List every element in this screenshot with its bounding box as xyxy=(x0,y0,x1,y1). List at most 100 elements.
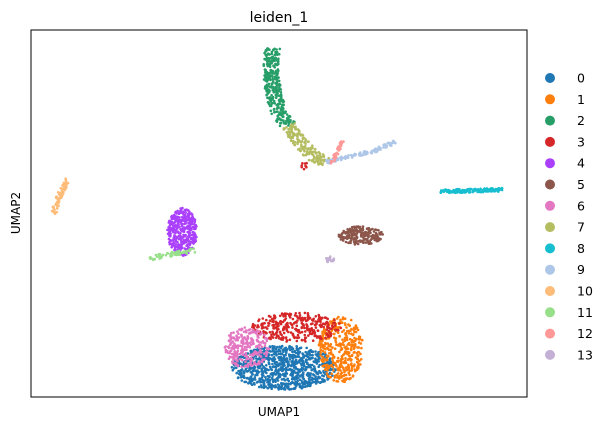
cluster-1-point xyxy=(323,329,327,333)
cluster-9-point xyxy=(326,161,329,165)
cluster-5-point xyxy=(337,233,341,237)
cluster-7-point xyxy=(288,127,292,131)
cluster-0-point xyxy=(284,383,287,386)
cluster-1-point xyxy=(346,329,350,333)
cluster-8-point xyxy=(486,188,490,192)
cluster-2-point xyxy=(274,69,278,73)
cluster-1-point xyxy=(339,363,343,366)
cluster-3-point xyxy=(301,162,304,165)
cluster-7-point xyxy=(313,147,317,151)
cluster-1-point xyxy=(321,330,324,334)
cluster-0-point xyxy=(288,345,291,349)
cluster-0-point xyxy=(253,383,256,386)
cluster-2-point xyxy=(263,57,266,61)
cluster-6-point xyxy=(233,352,236,355)
cluster-2-point xyxy=(267,101,271,104)
cluster-1-point xyxy=(345,336,349,340)
cluster-1-point xyxy=(348,324,351,327)
cluster-3-point xyxy=(323,322,327,326)
cluster-1-point xyxy=(321,349,325,353)
cluster-6-point xyxy=(249,337,253,340)
cluster-3-point xyxy=(307,334,310,337)
cluster-0-point xyxy=(317,365,321,369)
cluster-2-point xyxy=(280,113,284,117)
cluster-1-point xyxy=(352,328,356,331)
cluster-5-point xyxy=(340,235,343,239)
cluster-2-point xyxy=(273,90,277,93)
cluster-4-point xyxy=(182,230,186,233)
cluster-3-point xyxy=(279,320,282,323)
cluster-10-point xyxy=(57,191,61,195)
cluster-6-point xyxy=(238,357,242,361)
cluster-0-point xyxy=(288,358,292,361)
cluster-0-point xyxy=(251,367,254,370)
cluster-5-point xyxy=(377,229,380,232)
cluster-10-point xyxy=(57,204,60,207)
cluster-6-point xyxy=(246,365,250,368)
cluster-6-point xyxy=(237,336,241,339)
cluster-3-point xyxy=(288,338,292,342)
x-axis-label: UMAP1 xyxy=(258,405,300,419)
cluster-4-point xyxy=(182,233,185,237)
cluster-11-point xyxy=(150,257,153,260)
cluster-2-point xyxy=(288,114,291,118)
cluster-3-point xyxy=(282,325,286,329)
cluster-7-point xyxy=(296,148,300,151)
cluster-10-point xyxy=(64,182,67,186)
cluster-9-point xyxy=(346,156,350,159)
cluster-6-point xyxy=(234,362,238,365)
cluster-8-point xyxy=(480,190,484,193)
cluster-0-point xyxy=(314,375,318,378)
cluster-0-point xyxy=(316,376,320,380)
cluster-1-point xyxy=(333,347,337,351)
cluster-0-point xyxy=(311,350,314,353)
cluster-3-point xyxy=(338,322,341,325)
cluster-0-point xyxy=(304,358,308,362)
cluster-6-point xyxy=(240,335,243,338)
cluster-12-point xyxy=(336,152,340,156)
cluster-2-point xyxy=(266,64,270,68)
cluster-5-point xyxy=(359,228,363,232)
cluster-4-point xyxy=(188,227,192,231)
cluster-4-point xyxy=(168,219,171,223)
cluster-4-point xyxy=(191,222,194,225)
cluster-0-point xyxy=(250,349,253,353)
cluster-5-point xyxy=(367,242,371,245)
cluster-6-point xyxy=(240,340,243,343)
cluster-1-point xyxy=(326,368,329,372)
cluster-1-point xyxy=(329,376,333,379)
cluster-1-point xyxy=(345,334,348,337)
cluster-0-point xyxy=(300,385,303,389)
cluster-6-point xyxy=(233,346,236,349)
cluster-4-point xyxy=(177,223,180,227)
cluster-4-point xyxy=(170,216,174,219)
cluster-3-point xyxy=(308,316,312,320)
cluster-0-point xyxy=(268,375,271,379)
cluster-0-point xyxy=(297,352,301,355)
cluster-1-point xyxy=(359,358,363,361)
cluster-0-point xyxy=(297,355,301,359)
cluster-0-point xyxy=(302,377,305,380)
cluster-3-point xyxy=(322,325,326,329)
cluster-6-point xyxy=(243,365,246,368)
cluster-1-point xyxy=(343,317,347,321)
cluster-4-point xyxy=(177,243,180,246)
cluster-3-point xyxy=(291,326,294,329)
cluster-0-point xyxy=(265,364,268,367)
cluster-5-point xyxy=(349,239,353,242)
cluster-1-point xyxy=(347,371,351,375)
cluster-1-point xyxy=(349,318,353,322)
cluster-3-point xyxy=(274,332,278,335)
cluster-2-point xyxy=(271,71,275,75)
cluster-3-point xyxy=(257,325,260,329)
cluster-3-point xyxy=(304,330,307,333)
cluster-0-point xyxy=(277,352,281,356)
cluster-3-point xyxy=(279,337,283,341)
cluster-2-point xyxy=(264,85,267,88)
cluster-12-point xyxy=(332,156,335,160)
cluster-0-point xyxy=(285,368,288,371)
cluster-7-point xyxy=(292,139,295,143)
cluster-7-point xyxy=(316,157,320,161)
cluster-0-point xyxy=(280,344,284,348)
cluster-3-point xyxy=(295,321,298,324)
